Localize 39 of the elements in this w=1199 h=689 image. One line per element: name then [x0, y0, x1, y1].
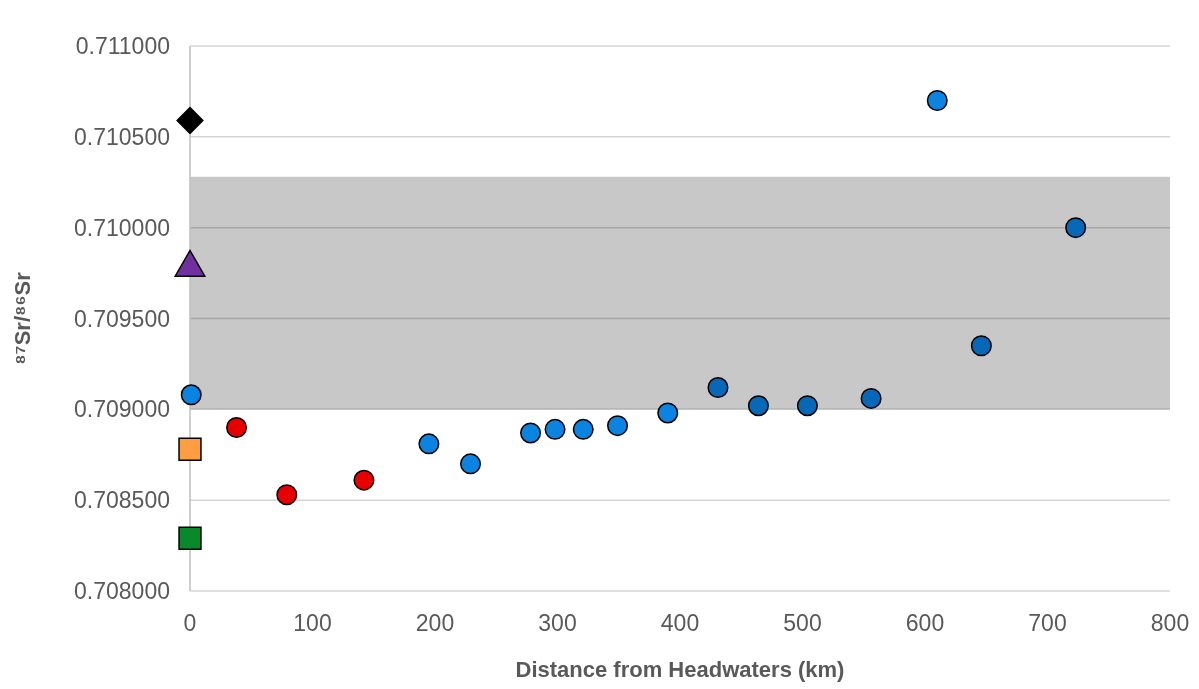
- y-tick-label: 0.711000: [75, 33, 170, 60]
- point: [860, 387, 882, 409]
- x-axis-title: Distance from Headwaters (km): [515, 657, 845, 682]
- point: [796, 395, 818, 417]
- point: [707, 377, 729, 399]
- point: [747, 395, 769, 417]
- x-tick-label: 100: [293, 610, 332, 636]
- point: [520, 422, 542, 444]
- point: [226, 417, 248, 438]
- x-tick-label: 700: [1028, 610, 1067, 636]
- x-tick-label: 500: [783, 610, 822, 636]
- x-tick-label: 300: [538, 610, 577, 636]
- point: [544, 418, 566, 440]
- point: [276, 484, 298, 506]
- point: [970, 335, 992, 357]
- y-tick-label: 0.710500: [74, 123, 170, 150]
- x-tick-label: 400: [660, 610, 700, 636]
- point: [926, 90, 948, 111]
- point: [572, 418, 594, 440]
- y-tick-label: 0.709000: [74, 396, 170, 423]
- point: [418, 433, 440, 455]
- y-tick-label: 0.708000: [74, 578, 170, 605]
- point: [180, 384, 202, 406]
- x-tick-label: 800: [1150, 610, 1190, 636]
- point: [178, 437, 202, 461]
- y-tick-label: 0.709500: [74, 305, 170, 332]
- point: [657, 402, 679, 424]
- y-tick-label: 0.708500: [74, 487, 170, 514]
- point: [178, 526, 202, 551]
- point: [607, 415, 629, 437]
- x-tick-label: 200: [415, 610, 455, 636]
- point: [460, 453, 482, 475]
- y-axis-title: ⁸⁷Sr/⁸⁶Sr: [10, 271, 35, 365]
- x-tick-label: 0: [183, 610, 197, 636]
- point: [353, 469, 375, 491]
- point: [176, 106, 204, 135]
- x-tick-label: 600: [905, 610, 945, 636]
- point: [1065, 217, 1087, 239]
- y-tick-label: 0.710000: [74, 214, 170, 241]
